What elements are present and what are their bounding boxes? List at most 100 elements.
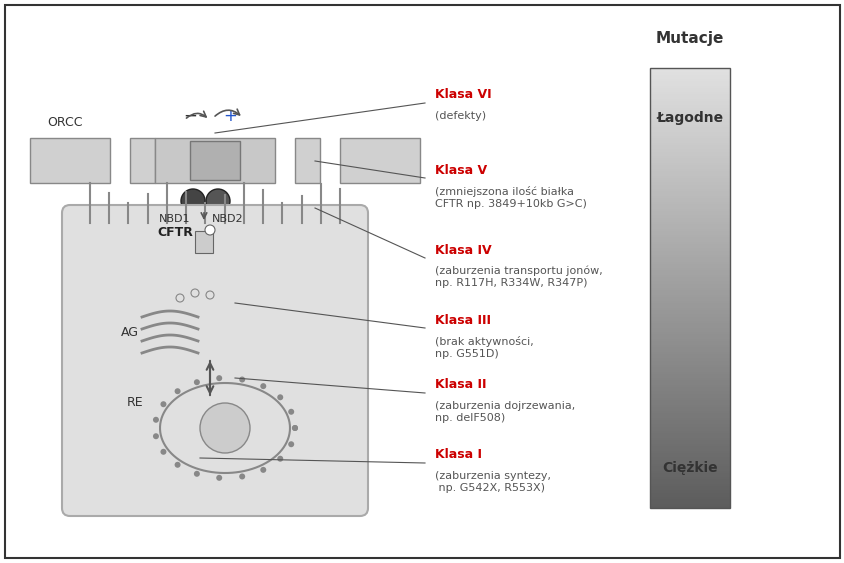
Circle shape — [205, 225, 214, 235]
Bar — [649, 475, 729, 477]
Text: CFTR: CFTR — [157, 226, 192, 239]
Bar — [154, 138, 274, 183]
Bar — [649, 270, 729, 272]
Circle shape — [239, 473, 245, 480]
Circle shape — [216, 475, 222, 481]
Bar — [649, 70, 729, 73]
Bar — [649, 310, 729, 312]
Bar — [649, 299, 729, 301]
Bar — [649, 495, 729, 497]
Text: (defekty): (defekty) — [435, 111, 485, 121]
Bar — [649, 440, 729, 442]
Bar — [649, 194, 729, 195]
Bar — [649, 213, 729, 216]
Circle shape — [277, 394, 283, 400]
Text: (zaburzenia syntezy,
 np. G542X, R553X): (zaburzenia syntezy, np. G542X, R553X) — [435, 471, 550, 493]
Bar — [649, 147, 729, 149]
Bar — [649, 92, 729, 95]
Bar — [649, 328, 729, 330]
Bar — [649, 503, 729, 506]
Bar — [649, 381, 729, 383]
Bar — [649, 83, 729, 86]
Bar — [649, 151, 729, 154]
Bar — [649, 211, 729, 213]
Bar — [649, 352, 729, 354]
Bar — [649, 160, 729, 163]
Bar — [649, 464, 729, 466]
Bar — [649, 343, 729, 345]
Bar — [649, 290, 729, 292]
Bar — [649, 407, 729, 409]
Circle shape — [153, 434, 159, 439]
Bar — [649, 112, 729, 114]
Circle shape — [193, 379, 200, 385]
Circle shape — [277, 455, 283, 462]
Bar — [649, 242, 729, 244]
Bar — [649, 260, 729, 262]
Bar — [649, 189, 729, 191]
Bar — [649, 409, 729, 411]
Bar — [649, 451, 729, 453]
Bar — [649, 506, 729, 508]
Text: ORCC: ORCC — [47, 117, 83, 129]
Bar — [649, 103, 729, 105]
Bar — [649, 363, 729, 365]
Bar — [649, 334, 729, 337]
Bar — [649, 224, 729, 226]
Bar — [649, 198, 729, 200]
Bar — [649, 275, 729, 277]
Circle shape — [260, 383, 266, 389]
Bar — [649, 222, 729, 224]
Bar — [649, 143, 729, 145]
Bar — [649, 233, 729, 235]
Bar — [649, 497, 729, 499]
Bar — [649, 365, 729, 367]
Bar — [649, 81, 729, 83]
Bar — [649, 253, 729, 255]
Bar — [649, 405, 729, 407]
Bar — [649, 372, 729, 374]
Bar — [649, 347, 729, 350]
Bar — [649, 266, 729, 268]
Text: Klasa VI: Klasa VI — [435, 88, 491, 101]
Bar — [649, 73, 729, 75]
Circle shape — [206, 189, 230, 213]
Bar — [649, 68, 729, 508]
Bar — [649, 229, 729, 231]
Bar — [649, 415, 729, 418]
Bar — [649, 97, 729, 99]
Bar — [649, 378, 729, 381]
Bar — [649, 99, 729, 101]
Bar — [649, 129, 729, 132]
Bar — [649, 165, 729, 167]
Bar — [649, 437, 729, 440]
Bar — [649, 325, 729, 328]
Bar — [649, 282, 729, 284]
Bar — [649, 332, 729, 334]
Text: Klasa V: Klasa V — [435, 163, 486, 176]
Bar — [649, 119, 729, 121]
Bar — [649, 398, 729, 400]
Bar — [649, 200, 729, 202]
Bar — [649, 411, 729, 413]
Bar — [649, 121, 729, 123]
Bar — [649, 403, 729, 405]
Bar — [649, 462, 729, 464]
Bar — [649, 255, 729, 257]
Bar — [649, 422, 729, 425]
Bar — [649, 400, 729, 403]
FancyBboxPatch shape — [62, 205, 368, 516]
Bar — [649, 471, 729, 473]
Bar — [649, 383, 729, 385]
Bar — [649, 231, 729, 233]
Bar — [649, 110, 729, 112]
Bar — [649, 312, 729, 314]
Bar — [649, 235, 729, 238]
Bar — [649, 105, 729, 108]
Bar — [649, 369, 729, 372]
Bar — [649, 284, 729, 286]
Bar — [649, 473, 729, 475]
Bar — [649, 149, 729, 151]
Bar — [195, 231, 213, 253]
Bar — [649, 132, 729, 134]
